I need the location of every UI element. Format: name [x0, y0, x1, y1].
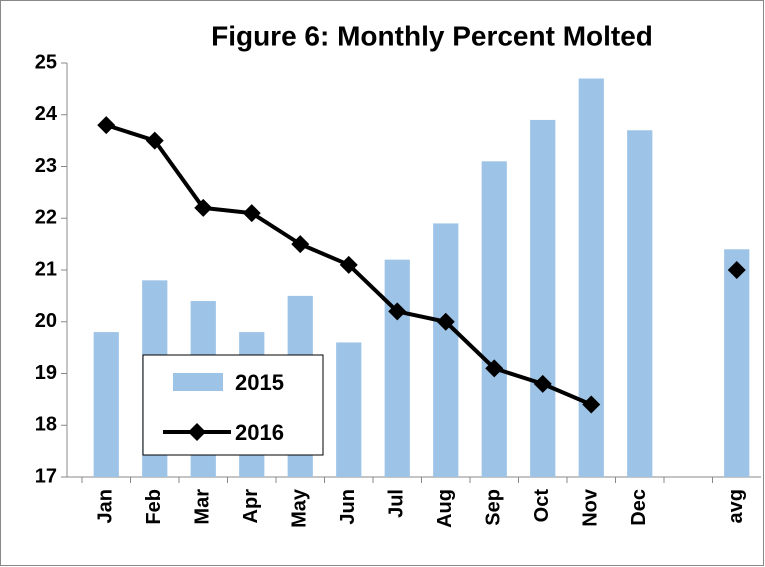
bar — [530, 119, 556, 478]
bar — [627, 130, 653, 477]
marker — [582, 395, 601, 414]
marker — [291, 235, 310, 254]
bar — [93, 332, 119, 477]
x-tick-label: May — [289, 488, 311, 528]
x-tick-label: Apr — [240, 489, 262, 524]
bar — [384, 259, 410, 477]
legend-marker — [188, 423, 206, 441]
marker — [339, 255, 358, 274]
x-tick-label: Jun — [337, 489, 359, 525]
x-tick-label: Nov — [580, 488, 602, 527]
bar — [724, 249, 750, 477]
marker — [194, 198, 213, 217]
y-tick-label: 20 — [35, 310, 57, 332]
marker — [388, 302, 407, 321]
y-tick-label: 24 — [35, 103, 58, 125]
legend-label: 2016 — [235, 420, 284, 445]
bar — [481, 161, 507, 477]
x-tick-label: Dec — [628, 489, 650, 526]
y-tick-label: 19 — [35, 362, 57, 384]
x-tick-label: avg — [725, 489, 747, 523]
marker — [242, 204, 261, 223]
y-tick-label: 22 — [35, 207, 57, 229]
x-tick-label: Sep — [483, 489, 505, 526]
bar — [433, 223, 459, 477]
x-tick-label: Mar — [192, 489, 214, 525]
marker — [533, 374, 552, 393]
marker — [145, 131, 164, 150]
marker — [485, 359, 504, 378]
y-tick-label: 18 — [35, 414, 57, 436]
legend-label: 2015 — [235, 370, 284, 395]
x-tick-label: Jan — [95, 489, 117, 523]
chart-title: Figure 6: Monthly Percent Molted — [211, 20, 653, 51]
marker — [97, 116, 116, 135]
x-tick-label: Oct — [531, 489, 553, 523]
bar — [336, 342, 362, 477]
y-tick-label: 25 — [35, 51, 57, 73]
marker — [727, 261, 746, 279]
y-tick-label: 21 — [35, 258, 57, 280]
legend-box — [142, 354, 324, 456]
legend-swatch — [173, 373, 223, 391]
bar — [578, 78, 604, 478]
x-tick-label: Feb — [143, 489, 165, 525]
y-tick-label: 17 — [35, 465, 57, 487]
x-tick-label: Aug — [434, 489, 456, 528]
x-tick-label: Jul — [386, 489, 408, 518]
y-tick-label: 23 — [35, 155, 57, 177]
marker — [436, 312, 455, 331]
